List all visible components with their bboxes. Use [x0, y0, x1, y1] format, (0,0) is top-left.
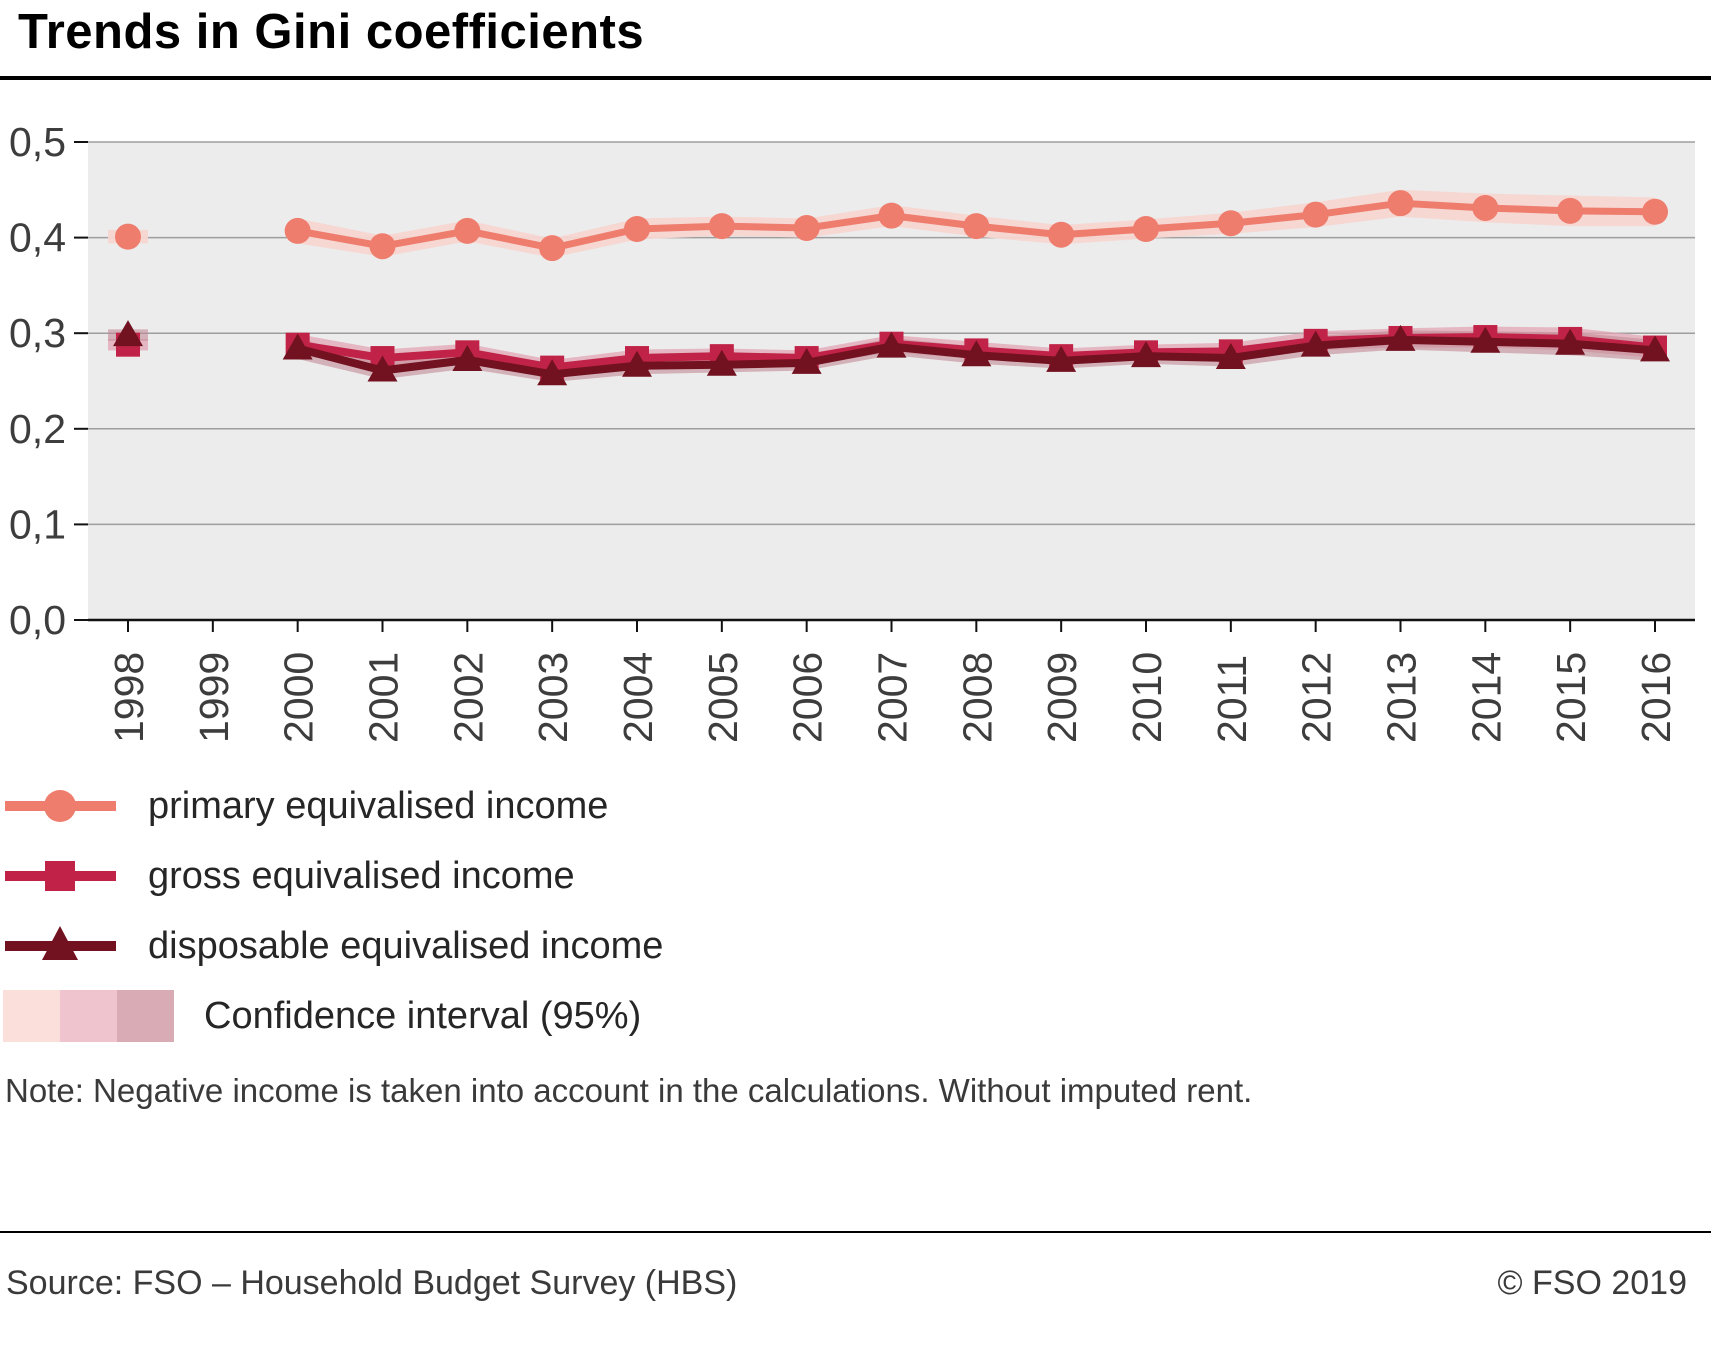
svg-text:0,2: 0,2 — [9, 406, 66, 452]
legend-label-gross: gross equivalised income — [148, 854, 575, 897]
svg-text:2001: 2001 — [361, 652, 407, 743]
legend-item-confidence: Confidence interval (95%) — [3, 988, 663, 1044]
svg-text:0,5: 0,5 — [9, 119, 66, 165]
svg-text:2009: 2009 — [1039, 652, 1085, 743]
svg-text:2000: 2000 — [276, 652, 322, 743]
legend-item-gross: gross equivalised income — [3, 848, 663, 904]
footer-divider — [0, 1231, 1711, 1233]
svg-text:0,4: 0,4 — [9, 215, 66, 261]
legend-label-confidence: Confidence interval (95%) — [204, 994, 642, 1037]
svg-text:2007: 2007 — [870, 652, 916, 743]
gross-series-marker — [3, 848, 118, 904]
copyright-text: © FSO 2019 — [1497, 1264, 1687, 1302]
svg-text:2013: 2013 — [1379, 652, 1425, 743]
svg-text:2002: 2002 — [445, 652, 491, 743]
legend-label-primary: primary equivalised income — [148, 784, 609, 827]
svg-text:0,3: 0,3 — [9, 310, 66, 356]
svg-text:2015: 2015 — [1548, 652, 1594, 743]
svg-text:1999: 1999 — [191, 652, 237, 743]
confidence-interval-swatches — [3, 988, 174, 1044]
primary-series-marker — [3, 778, 118, 834]
gini-trend-chart: 0,0 0,1 0,2 0,3 0,4 0,5 1998 1999 2000 2001 2002 20… — [9, 119, 1695, 743]
legend-label-disposable: disposable equivalised income — [148, 924, 664, 967]
svg-text:2004: 2004 — [615, 652, 661, 743]
disposable-series-marker — [3, 918, 118, 974]
svg-text:2006: 2006 — [785, 652, 831, 743]
svg-text:2003: 2003 — [530, 652, 576, 743]
svg-text:0,0: 0,0 — [9, 597, 66, 643]
svg-text:2010: 2010 — [1124, 652, 1170, 743]
note-text: Note: Negative income is taken into acco… — [5, 1072, 1253, 1109]
chart-legend: primary equivalised income gross equival… — [3, 778, 663, 1044]
title-divider — [0, 76, 1711, 80]
legend-item-primary: primary equivalised income — [3, 778, 663, 834]
svg-text:2011: 2011 — [1209, 655, 1255, 743]
legend-item-disposable: disposable equivalised income — [3, 918, 663, 974]
source-text: Source: FSO – Household Budget Survey (H… — [6, 1264, 738, 1302]
svg-text:1998: 1998 — [106, 652, 152, 743]
svg-text:0,1: 0,1 — [9, 501, 66, 547]
svg-text:2012: 2012 — [1294, 652, 1340, 743]
svg-text:2016: 2016 — [1633, 652, 1679, 743]
page-title: Trends in Gini coefficients — [18, 5, 645, 59]
svg-text:2014: 2014 — [1463, 652, 1509, 743]
svg-text:2008: 2008 — [954, 652, 1000, 743]
svg-text:2005: 2005 — [700, 652, 746, 743]
